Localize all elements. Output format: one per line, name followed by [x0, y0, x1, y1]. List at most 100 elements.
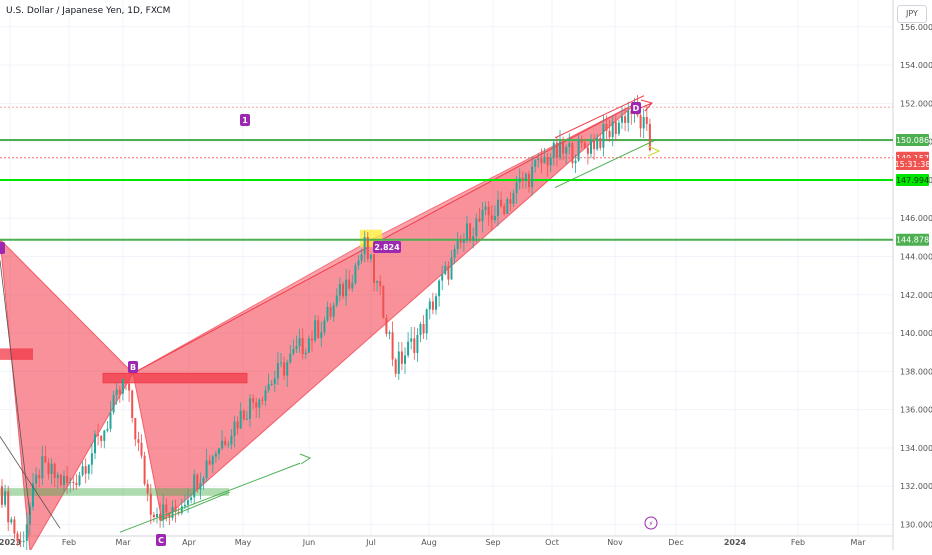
candle-body [543, 157, 546, 164]
candle-body [72, 481, 75, 483]
candle-body [366, 237, 369, 259]
candle-body [611, 121, 614, 138]
candle-body [338, 283, 341, 296]
candle-body [69, 481, 72, 483]
candle-body [425, 309, 428, 334]
trendline-channel-low [554, 139, 657, 189]
candle-body [450, 257, 453, 280]
candle-body [475, 218, 478, 237]
candle-body [456, 240, 459, 249]
candle-body [307, 338, 310, 353]
trendline-channel-high [554, 95, 645, 139]
supply-zone-left [0, 348, 33, 360]
candle-body [462, 239, 465, 243]
candle-body [512, 193, 515, 204]
badge-d: D [631, 102, 641, 114]
badge-b: B [128, 361, 138, 373]
candle-body [577, 139, 580, 161]
currency-selector[interactable]: JPY [897, 5, 927, 23]
candle-body [583, 142, 586, 148]
ratio-badge-bg [373, 241, 401, 253]
x-tick-label: Jun [302, 538, 316, 547]
price-axis: 130.000 132.000 134.000 136.000 138.000 140.0… [892, 0, 932, 550]
x-tick-label: Feb [791, 538, 805, 547]
y-tick-label: 144.000 [900, 253, 932, 262]
candle-body [645, 116, 648, 124]
candle-body [540, 158, 543, 164]
x-tick-label: Jul [365, 538, 376, 547]
badge-c-bg [156, 534, 166, 546]
candle-body [599, 137, 602, 148]
candle-body [249, 398, 251, 419]
price-label-text: 15:31:38 [895, 160, 931, 169]
candle-body [112, 395, 115, 413]
candle-body [146, 483, 149, 494]
candle-body [165, 504, 168, 513]
lightning-icon: ⚡ [649, 520, 654, 528]
candle-body [422, 324, 425, 334]
time-axis: 2023 Feb Mar Apr May Jun Jul Aug Sep Oct Nov Dec 202… [0, 535, 893, 547]
candle-body [602, 124, 605, 148]
candle-body [78, 475, 81, 486]
candle-body [397, 351, 400, 374]
candle-body [180, 506, 183, 514]
candles [1, 94, 651, 553]
candle-body [270, 383, 273, 385]
candle-body [125, 379, 127, 384]
candle-body [50, 463, 53, 474]
candle-body [304, 352, 307, 355]
candle-body [193, 474, 196, 498]
supply-zone-b [102, 372, 248, 384]
candle-body [472, 236, 475, 240]
candle-body [571, 143, 574, 164]
candle-body [199, 482, 202, 490]
candle-body [168, 512, 171, 518]
candle-body [466, 223, 468, 240]
badge-1-bg [240, 114, 250, 126]
candle-body [518, 178, 521, 183]
candle-body [419, 324, 422, 335]
candle-body [233, 421, 236, 436]
candle-body [7, 491, 10, 523]
candle-body [552, 142, 555, 158]
arrow-right [647, 145, 661, 157]
candle-body [19, 540, 22, 542]
candle-body [435, 296, 437, 310]
candle-body [224, 440, 227, 445]
candle-body [35, 474, 38, 484]
price-label-bg [896, 174, 929, 187]
y-tick-label: 156.000 [900, 23, 932, 32]
candle-body [261, 399, 264, 401]
candle-body [63, 475, 65, 485]
candle-body [28, 506, 31, 525]
candle-body [385, 318, 388, 334]
candle-body [103, 430, 106, 441]
candle-body [149, 493, 152, 515]
candle-body [152, 514, 155, 518]
candle-body [388, 332, 391, 334]
candle-body [143, 455, 146, 484]
badge-1: 1 [240, 114, 250, 126]
price-label-bg [896, 233, 929, 246]
x-tick-label: Dec [668, 538, 683, 547]
candle-body [593, 140, 596, 150]
candle-body [342, 283, 344, 297]
candle-body [236, 421, 239, 429]
candle-body [481, 210, 484, 222]
candle-body [4, 491, 7, 505]
candle-body [360, 254, 363, 261]
candle-body [320, 332, 323, 338]
candle-body [648, 123, 651, 151]
candle-body [100, 435, 103, 441]
candle-body [506, 199, 509, 214]
candle-body [87, 464, 90, 474]
trendline-c [159, 491, 231, 522]
candle-body [205, 460, 208, 479]
candle-body [428, 301, 431, 310]
candle-body [407, 341, 410, 356]
candle-body [438, 280, 441, 297]
chart-title: U.S. Dollar / Japanese Yen, 1D, FXCM [6, 6, 171, 16]
candle-body [382, 286, 385, 319]
